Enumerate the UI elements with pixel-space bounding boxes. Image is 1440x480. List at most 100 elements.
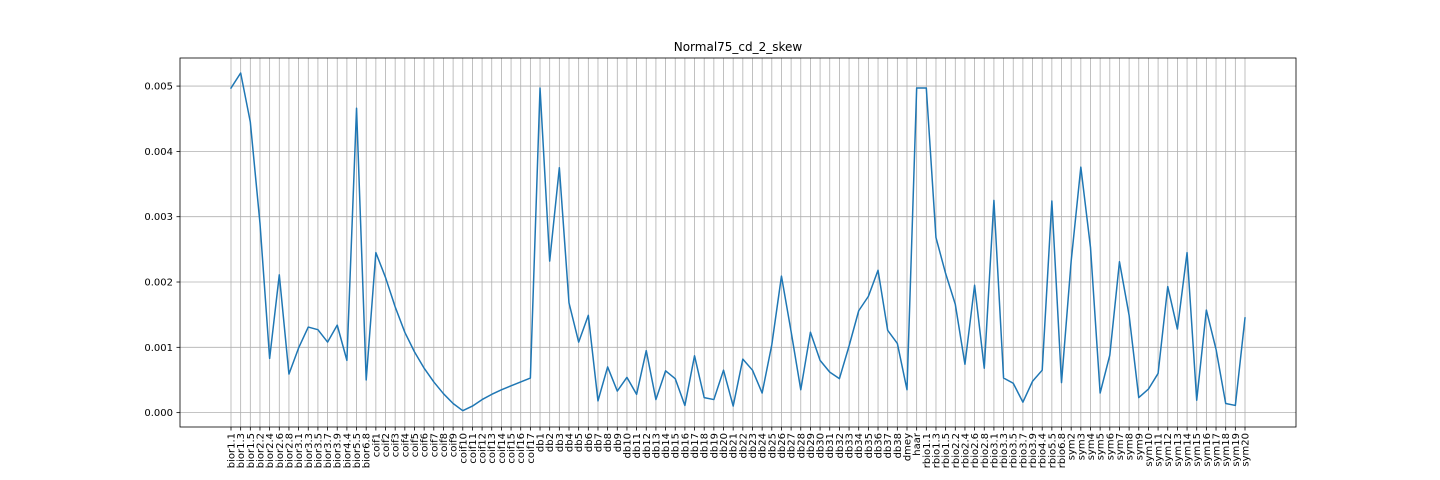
x-tick-label: db16: [680, 433, 691, 458]
x-tick-label: db25: [767, 433, 778, 458]
y-tick-label: 0.004: [144, 147, 173, 158]
x-tick-label: bior1.1: [227, 433, 238, 468]
y-tick-label: 0.003: [144, 212, 173, 223]
x-tick-label: sym15: [1192, 433, 1203, 467]
x-tick-label: bior5.5: [352, 433, 363, 468]
x-tick-label: coif15: [507, 433, 518, 464]
x-tick-label: db7: [593, 433, 604, 452]
x-tick-label: bior4.4: [342, 433, 353, 468]
x-tick-label: rbio3.7: [1018, 433, 1029, 468]
x-tick-label: db21: [729, 433, 740, 458]
x-tick-label: db11: [632, 433, 643, 458]
x-tick-label: rbio2.8: [980, 433, 991, 468]
x-tick-label: coif6: [420, 433, 431, 457]
x-tick-label: bior3.3: [304, 433, 315, 468]
x-tick-label: sym20: [1241, 433, 1252, 467]
grid-layer: [180, 58, 1296, 427]
series-line: [229, 72, 1246, 412]
x-tick-label: bior2.8: [284, 433, 295, 468]
x-tick-label: db23: [748, 433, 759, 458]
x-tick-label: sym19: [1231, 433, 1242, 467]
x-tick-label: db19: [709, 433, 720, 458]
x-tick-label: db4: [565, 433, 576, 452]
x-tick-label: rbio2.2: [951, 433, 962, 468]
x-tick-label: sym10: [1144, 433, 1155, 467]
x-tick-label: rbio6.8: [1057, 433, 1068, 468]
x-tick-label: bior3.7: [323, 433, 334, 468]
x-tick-label: sym8: [1125, 433, 1136, 460]
x-tick-label: sym11: [1154, 433, 1165, 467]
x-tick-label: coif14: [497, 433, 508, 464]
x-tick-label: coif13: [487, 433, 498, 464]
x-tick-label: coif7: [429, 433, 440, 457]
x-tick-label: coif1: [371, 433, 382, 457]
x-tick-label: db36: [874, 433, 885, 458]
x-tick-label: rbio3.9: [1028, 433, 1039, 468]
x-tick-label: bior3.5: [313, 433, 324, 468]
x-tick-label: rbio4.4: [1038, 433, 1049, 468]
x-tick-label: rbio1.1: [922, 433, 933, 468]
y-tick-label: 0.000: [144, 408, 173, 419]
x-tick-label: db26: [777, 433, 788, 458]
x-tick-label: haar: [912, 432, 923, 456]
tick-layer: bior1.1bior1.3bior1.5bior2.2bior2.4bior2…: [144, 82, 1251, 469]
x-tick-label: coif3: [391, 433, 402, 457]
x-tick-label: sym3: [1076, 433, 1087, 460]
x-tick-label: bior3.1: [294, 433, 305, 468]
x-tick-label: db3: [555, 433, 566, 452]
x-tick-label: db28: [796, 433, 807, 458]
x-tick-label: rbio2.4: [960, 433, 971, 468]
x-tick-label: rbio3.3: [999, 433, 1010, 468]
x-tick-label: rbio3.5: [1009, 433, 1020, 468]
x-tick-label: sym5: [1096, 433, 1107, 460]
y-tick-label: 0.005: [144, 82, 173, 93]
x-tick-label: db12: [642, 433, 653, 458]
x-tick-label: db1: [536, 433, 547, 452]
x-tick-label: coif11: [468, 433, 479, 464]
plot-area-frame: [179, 57, 1297, 428]
x-tick-label: coif4: [400, 433, 411, 457]
x-tick-label: sym7: [1115, 433, 1126, 460]
x-tick-label: sym18: [1221, 433, 1232, 467]
x-tick-label: rbio3.1: [989, 433, 1000, 468]
x-tick-label: db33: [845, 433, 856, 458]
x-tick-label: rbio1.3: [931, 433, 942, 468]
x-tick-label: coif5: [410, 433, 421, 457]
x-tick-label: rbio1.5: [941, 433, 952, 468]
y-tick-label: 0.002: [144, 278, 173, 289]
x-tick-label: coif9: [449, 433, 460, 457]
x-tick-label: coif12: [478, 433, 489, 464]
x-tick-label: db30: [816, 433, 827, 458]
x-tick-label: db6: [584, 433, 595, 452]
x-tick-label: coif16: [516, 433, 527, 464]
x-tick-label: db18: [700, 433, 711, 458]
x-tick-label: sym17: [1212, 433, 1223, 467]
x-tick-label: sym12: [1163, 433, 1174, 467]
x-tick-label: db24: [758, 433, 769, 458]
x-tick-label: dmey: [903, 433, 914, 461]
x-tick-label: db34: [854, 433, 865, 458]
x-tick-label: db29: [806, 433, 817, 458]
x-tick-label: sym14: [1183, 433, 1194, 467]
x-tick-label: sym2: [1067, 433, 1078, 460]
x-tick-label: sym4: [1086, 433, 1097, 460]
x-tick-label: bior6.8: [362, 433, 373, 468]
x-tick-label: db13: [651, 433, 662, 458]
series-layer: [229, 72, 1246, 412]
x-tick-label: db32: [835, 433, 846, 458]
x-tick-label: coif10: [458, 433, 469, 464]
chart-title: Normal75_cd_2_skew: [674, 40, 803, 54]
x-tick-label: bior1.3: [236, 433, 247, 468]
x-tick-label: sym16: [1202, 433, 1213, 467]
x-tick-label: db20: [719, 433, 730, 458]
x-tick-label: db22: [738, 433, 749, 458]
x-tick-label: bior1.5: [246, 433, 257, 468]
y-tick-label: 0.001: [144, 343, 173, 354]
x-tick-label: coif2: [381, 433, 392, 457]
x-tick-label: rbio5.5: [1047, 433, 1058, 468]
x-tick-label: rbio2.6: [970, 433, 981, 468]
x-tick-label: db8: [603, 433, 614, 452]
x-tick-label: db14: [661, 433, 672, 458]
